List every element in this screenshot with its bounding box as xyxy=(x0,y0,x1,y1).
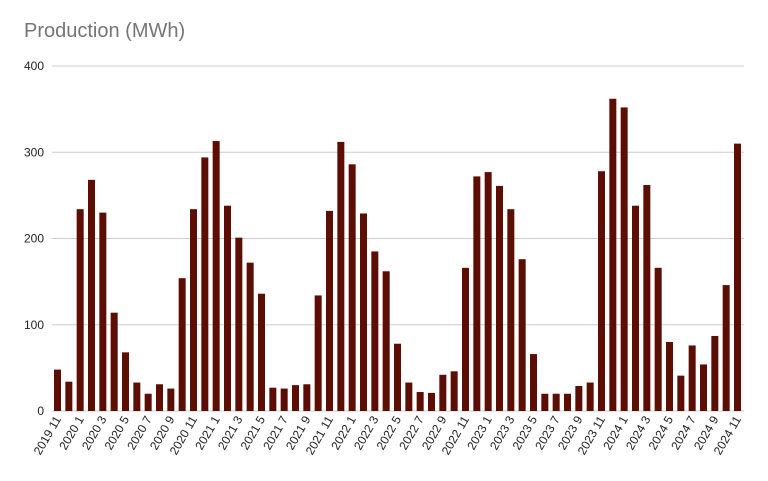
bar xyxy=(496,185,503,411)
x-tick-label: 2019 11 xyxy=(31,413,65,457)
bar xyxy=(654,267,662,411)
y-tick-label: 400 xyxy=(24,59,44,73)
bar xyxy=(235,237,243,411)
bar xyxy=(201,157,209,411)
bar xyxy=(99,212,107,411)
bar xyxy=(394,343,401,411)
bar xyxy=(688,345,696,411)
bars xyxy=(54,98,741,412)
bar xyxy=(711,335,719,411)
bar xyxy=(224,205,231,411)
y-tick-label: 0 xyxy=(37,404,44,418)
bar xyxy=(326,210,333,411)
bar xyxy=(156,384,163,411)
bar xyxy=(258,293,265,411)
y-tick-label: 200 xyxy=(24,232,44,246)
bar xyxy=(462,267,469,411)
bar xyxy=(382,271,390,411)
bar xyxy=(360,213,367,411)
bar xyxy=(552,393,560,411)
bar xyxy=(122,352,129,411)
bar xyxy=(428,392,435,411)
bar xyxy=(677,375,685,411)
bar xyxy=(518,259,526,411)
bar xyxy=(450,371,458,411)
bar xyxy=(212,141,220,411)
bar xyxy=(292,385,299,411)
bar xyxy=(530,354,537,411)
bar xyxy=(507,209,515,411)
bar xyxy=(564,393,571,411)
bar xyxy=(269,387,277,411)
bar xyxy=(632,205,639,411)
bar xyxy=(337,141,345,411)
bar xyxy=(416,392,424,411)
bar xyxy=(76,209,84,411)
bar xyxy=(439,374,447,411)
bar xyxy=(371,251,379,411)
y-axis-tick-labels: 0 100 200 300 400 xyxy=(24,59,44,418)
bar xyxy=(666,342,673,411)
y-tick-label: 100 xyxy=(24,318,44,332)
y-tick-label: 300 xyxy=(24,145,44,159)
bar xyxy=(133,382,141,411)
bar xyxy=(473,176,481,411)
bar xyxy=(65,381,73,411)
bar xyxy=(541,393,549,411)
bar xyxy=(609,98,617,412)
bar xyxy=(734,143,741,411)
bar xyxy=(348,164,356,411)
bar xyxy=(190,209,197,411)
chart-title: Production (MWh) xyxy=(24,20,186,42)
bar xyxy=(722,285,730,411)
bar xyxy=(405,382,413,411)
bar xyxy=(246,262,254,411)
bar xyxy=(54,369,61,411)
bar xyxy=(586,382,594,411)
bar xyxy=(167,388,175,411)
bar xyxy=(314,295,322,411)
bar xyxy=(110,312,118,411)
bar xyxy=(620,107,628,412)
bar xyxy=(144,393,152,411)
bar xyxy=(178,278,186,411)
bar xyxy=(484,172,492,411)
bar xyxy=(303,384,311,411)
bar xyxy=(280,388,288,411)
bar xyxy=(88,179,95,411)
bar xyxy=(575,385,583,411)
bar xyxy=(700,364,707,411)
bar xyxy=(643,185,651,411)
bar xyxy=(598,171,605,411)
